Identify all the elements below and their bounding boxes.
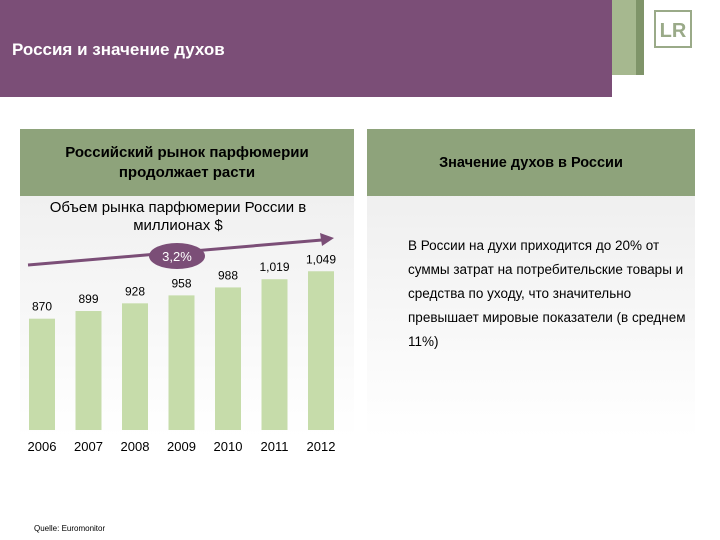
bar (168, 295, 195, 430)
left-panel-header: Российский рынок парфюмерии продолжает р… (20, 129, 354, 196)
x-tick-label: 2008 (121, 439, 150, 454)
bar-value-label: 870 (32, 300, 52, 314)
x-tick-label: 2007 (74, 439, 103, 454)
growth-arrow-head (320, 233, 334, 246)
bar-value-label: 1,019 (259, 260, 289, 274)
bar-value-label: 958 (171, 276, 191, 290)
header-stripe (636, 0, 644, 75)
source-note: Quelle: Euromonitor (34, 524, 106, 533)
lr-logo-icon: LR (654, 10, 692, 48)
bar-value-label: 899 (78, 292, 98, 306)
header-stripe (612, 0, 636, 75)
bar (261, 279, 288, 430)
bar-value-label: 1,049 (306, 252, 336, 266)
bar (308, 271, 334, 430)
svg-text:LR: LR (660, 20, 687, 42)
x-tick-label: 2011 (261, 439, 289, 454)
chart-title: Объем рынка парфюмерии России в миллиона… (49, 199, 307, 234)
bar-value-label: 928 (125, 284, 145, 298)
bar (122, 303, 148, 430)
bar (75, 311, 102, 430)
x-tick-label: 2012 (307, 439, 336, 454)
growth-badge (149, 243, 205, 269)
bar (29, 318, 55, 430)
header-bar: Россия и значение духов (0, 0, 612, 97)
x-tick-label: 2006 (28, 439, 57, 454)
growth-label: 3,2% (162, 249, 192, 264)
bar-value-label: 988 (218, 268, 238, 282)
x-tick-label: 2009 (167, 439, 196, 454)
right-panel-text: В России на духи приходится до 20% от су… (408, 238, 686, 349)
bar (215, 287, 241, 430)
x-tick-label: 2010 (214, 439, 243, 454)
page-title: Россия и значение духов (12, 40, 225, 59)
right-panel-header: Значение духов в России (367, 129, 695, 196)
